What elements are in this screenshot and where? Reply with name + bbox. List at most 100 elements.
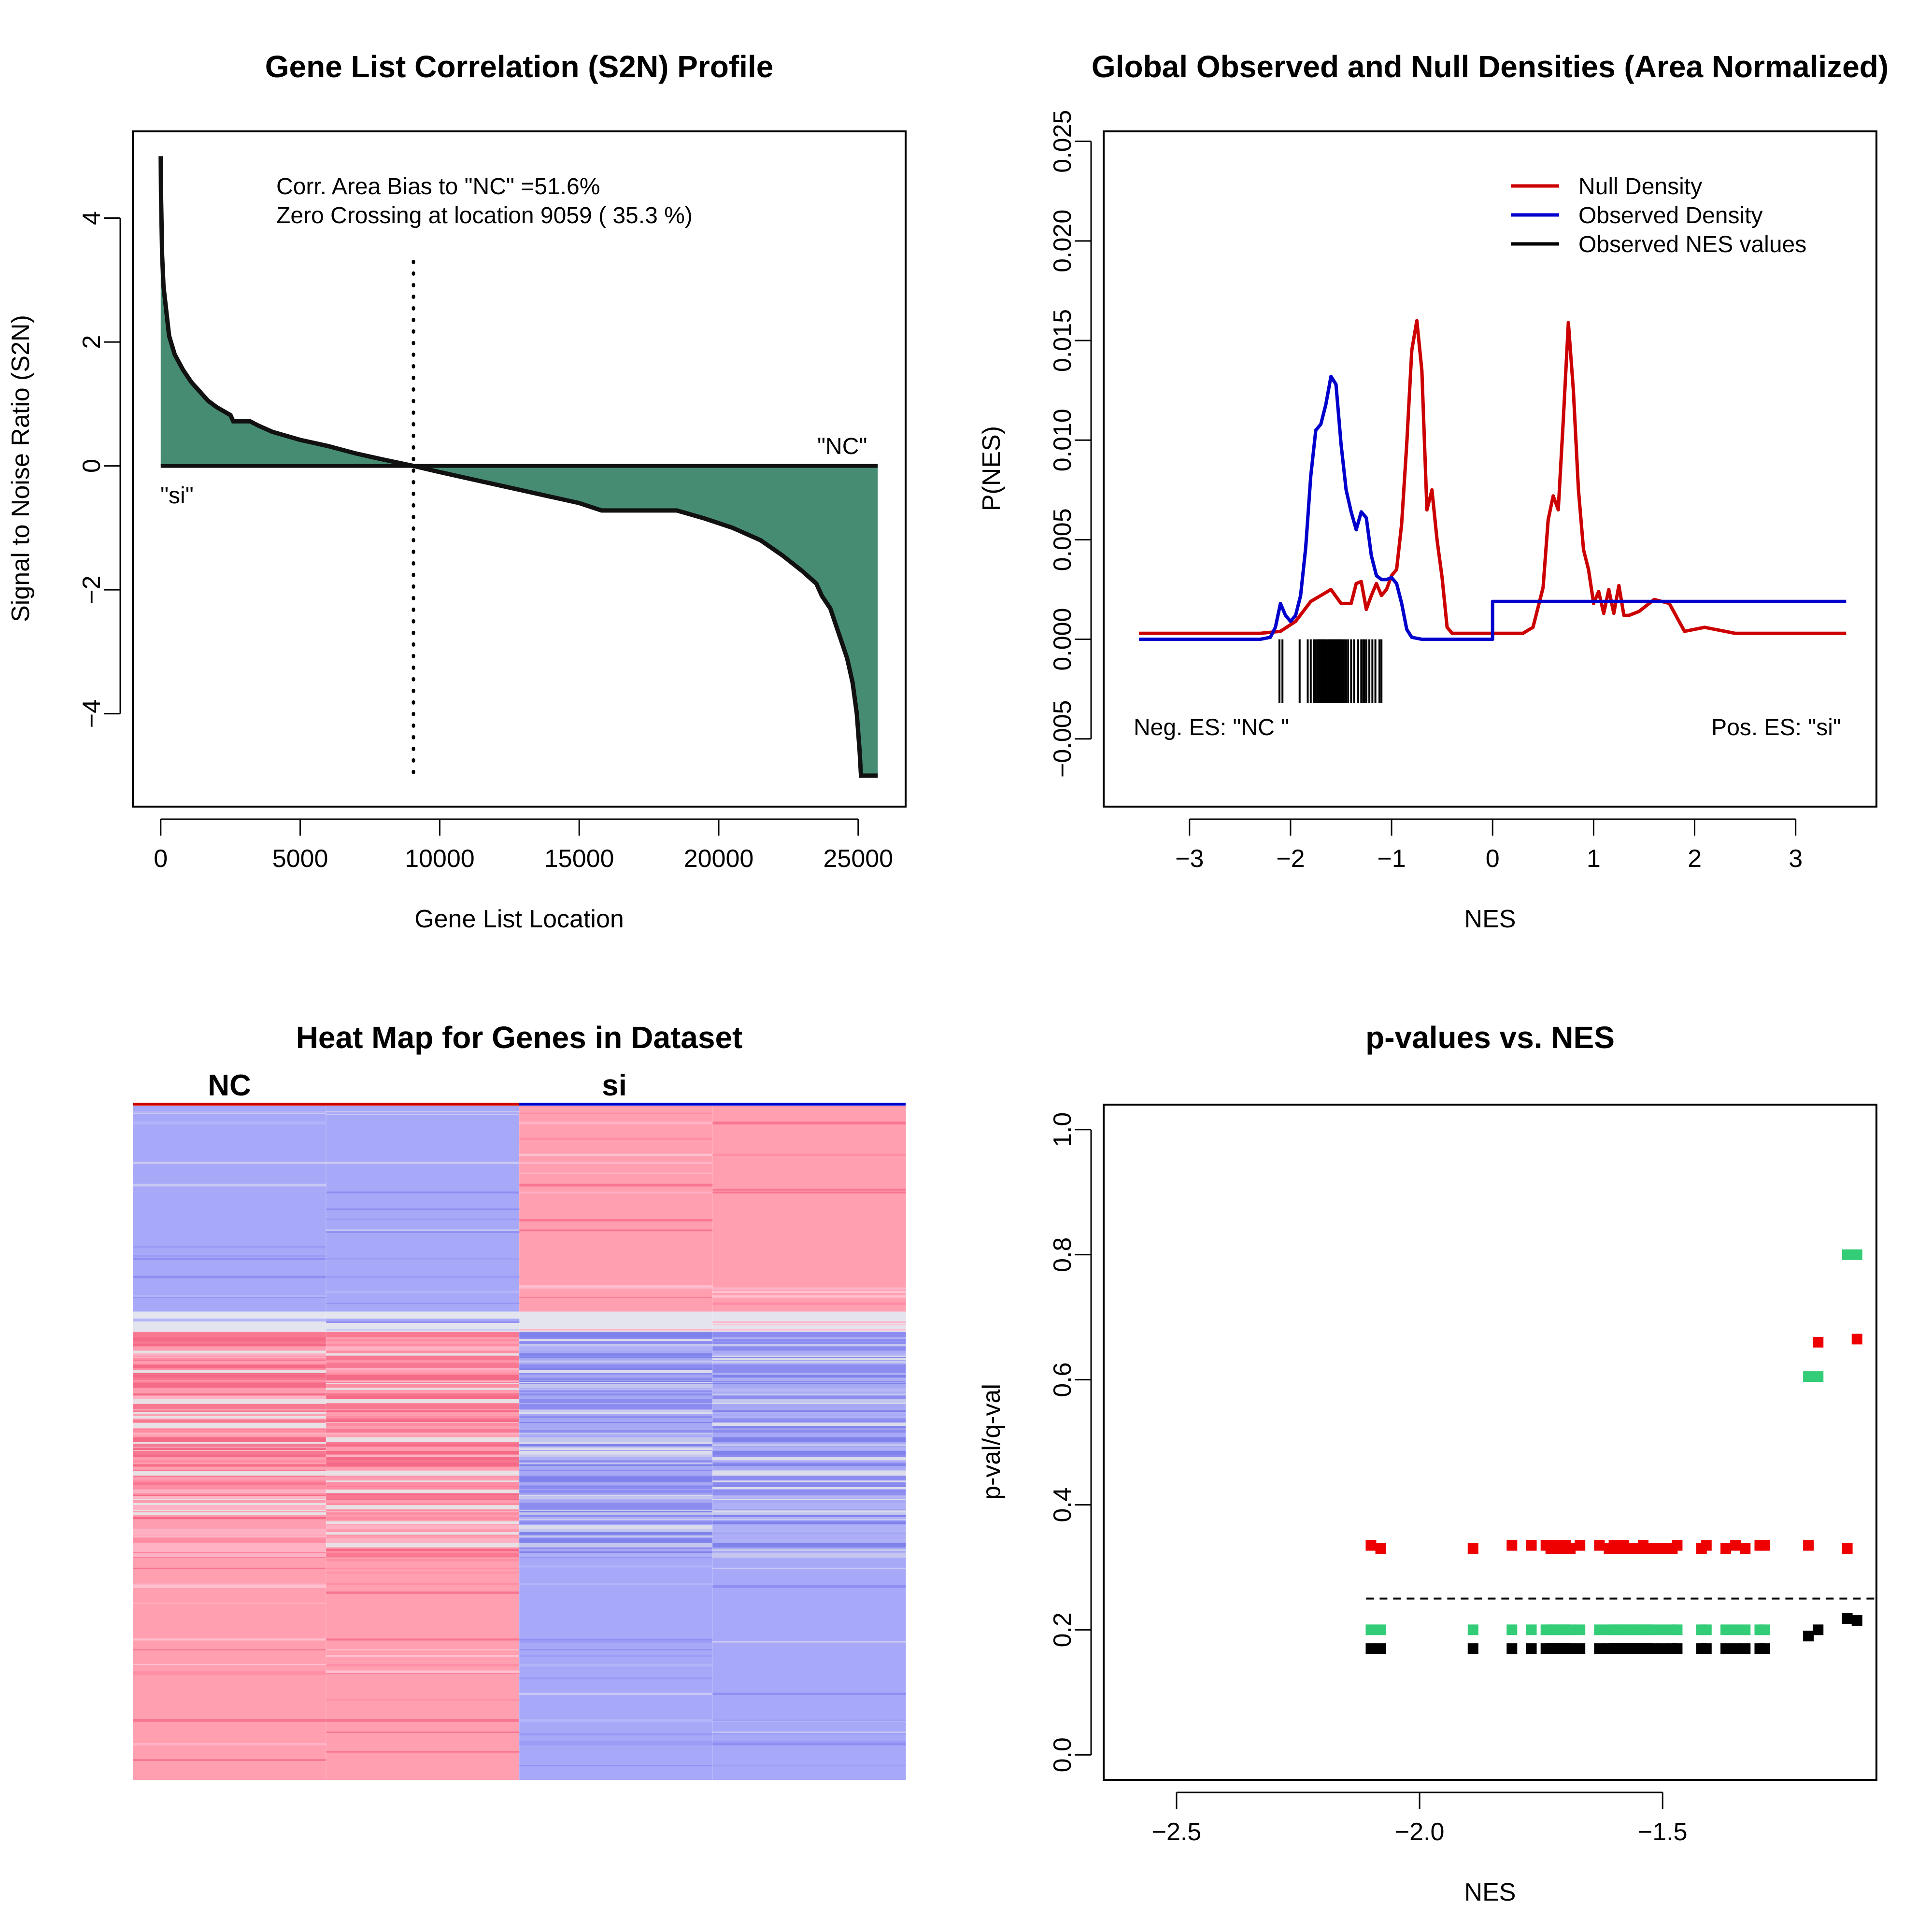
pval-point-black xyxy=(1842,1613,1853,1624)
heatmap-stripe xyxy=(519,1299,713,1302)
heatmap-stripe xyxy=(133,1338,327,1342)
heatmap-stripe xyxy=(133,1493,327,1495)
heatmap-stripe xyxy=(519,1719,713,1722)
heatmap-stripe xyxy=(519,1511,713,1513)
heatmap-stripe xyxy=(712,1496,906,1499)
heatmap-stripe xyxy=(326,1384,520,1388)
s2n-nc-label: "NC" xyxy=(817,434,867,459)
heatmap-stripe xyxy=(519,1462,713,1464)
heatmap-stripe xyxy=(712,1404,906,1409)
pval-y-tick-label: 1.0 xyxy=(1049,1112,1077,1147)
heatmap-stripe xyxy=(326,1338,520,1342)
heatmap-stripe xyxy=(133,1759,327,1761)
pval-point-red xyxy=(1672,1540,1683,1551)
heatmap-stripe xyxy=(326,1419,520,1422)
heatmap-stripe xyxy=(712,1287,906,1290)
heatmap-stripe xyxy=(712,1419,906,1422)
heatmap-stripe xyxy=(326,1469,520,1472)
heatmap-stripe xyxy=(326,1471,520,1476)
s2n-x-tick-label: 0 xyxy=(154,845,168,873)
heatmap-stripe xyxy=(712,1567,906,1569)
heatmap-stripe xyxy=(133,1410,327,1412)
pval-point-black xyxy=(1672,1643,1683,1654)
heatmap-cell xyxy=(133,1311,327,1332)
heatmap-stripe xyxy=(326,1480,520,1486)
heatmap-stripe xyxy=(326,1655,520,1657)
heatmap-stripe xyxy=(712,1370,906,1375)
heatmap-stripe xyxy=(326,1477,520,1481)
heatmap-stripe xyxy=(712,1663,906,1665)
heatmap-stripe xyxy=(712,1532,906,1535)
heatmap-stripe xyxy=(133,1421,327,1424)
density-x-tick-label: 3 xyxy=(1789,845,1803,873)
pval-plot-frame xyxy=(1103,1104,1877,1781)
legend-label-nes: Observed NES values xyxy=(1578,232,1806,257)
heatmap-stripe xyxy=(326,1457,520,1463)
heatmap-stripe xyxy=(519,1500,713,1503)
density-x-tick-label: 2 xyxy=(1688,845,1702,873)
heatmap-stripe xyxy=(133,1162,327,1165)
legend-label-observed: Observed Density xyxy=(1578,203,1763,228)
heatmap-stripe xyxy=(326,1487,520,1490)
pval-point-green xyxy=(1575,1624,1586,1635)
heatmap-stripe xyxy=(326,1719,520,1722)
heatmap-stripe xyxy=(712,1321,906,1323)
heatmap-stripe xyxy=(712,1373,906,1375)
heatmap-stripe xyxy=(519,1338,713,1342)
heatmap-stripe xyxy=(519,1429,713,1433)
heatmap-stripe xyxy=(326,1432,520,1435)
heatmap-stripe xyxy=(326,1231,520,1233)
heatmap-stripe xyxy=(133,1447,327,1450)
heatmap-stripe xyxy=(712,1189,906,1191)
density-neg-es-label: Neg. ES: "NC " xyxy=(1134,715,1289,740)
pval-point-green xyxy=(1526,1624,1537,1635)
heatmap-stripe xyxy=(133,1192,327,1195)
heatmap-stripe xyxy=(133,1444,327,1447)
heatmap-cell xyxy=(519,1106,713,1312)
density-y-axis: −0.005 0.000 0.005 0.010 0.015 0.020 0.025 xyxy=(1049,110,1092,778)
heatmap-stripe xyxy=(519,1484,713,1487)
heatmap-stripe xyxy=(519,1740,713,1743)
pval-point-black xyxy=(1648,1643,1659,1654)
heatmap-stripe xyxy=(712,1480,906,1486)
s2n-x-tick-label: 15000 xyxy=(544,845,614,873)
pval-point-green xyxy=(1842,1249,1853,1260)
heatmap-stripe xyxy=(326,1218,520,1221)
pval-point-black xyxy=(1803,1631,1814,1642)
heatmap-stripe xyxy=(519,1705,713,1707)
heatmap-stripe xyxy=(326,1484,520,1487)
heatmap-stripe xyxy=(519,1384,713,1388)
heatmap-stripe xyxy=(133,1460,327,1463)
heatmap-stripe xyxy=(712,1453,906,1457)
heatmap-stripe xyxy=(519,1437,713,1442)
density-y-tick-label: 0.010 xyxy=(1049,409,1077,471)
heatmap-stripe xyxy=(326,1751,520,1753)
heatmap-stripe xyxy=(326,1162,520,1165)
heatmap-stripe xyxy=(326,1731,520,1733)
heatmap-stripe xyxy=(519,1538,713,1543)
heatmap-stripe xyxy=(712,1450,906,1455)
heatmap-stripe xyxy=(133,1705,327,1707)
heatmap-stripe xyxy=(326,1542,520,1548)
pval-point-green xyxy=(1803,1371,1814,1382)
heatmap-stripe xyxy=(133,1390,327,1392)
heatmap-stripe xyxy=(133,1743,327,1746)
heatmap-stripe xyxy=(133,1477,327,1481)
density-x-axis: −3 −2 −1 0 1 2 3 xyxy=(1175,818,1803,873)
heatmap-stripe xyxy=(326,1462,520,1464)
heatmap-stripe xyxy=(133,1426,327,1428)
pval-point-green xyxy=(1375,1624,1386,1635)
s2n-profile-line xyxy=(158,156,878,778)
pval-point-black xyxy=(1759,1643,1770,1654)
heatmap-stripe xyxy=(712,1393,906,1396)
heatmap-stripe xyxy=(519,1409,713,1415)
heatmap-stripe xyxy=(133,1384,327,1388)
heatmap-stripe xyxy=(712,1386,906,1390)
pval-x-axis: −2.5 −2.0 −1.5 xyxy=(1152,1791,1688,1846)
heatmap-stripe xyxy=(133,1358,327,1361)
heatmap-stripe xyxy=(712,1521,906,1524)
heatmap-stripe xyxy=(519,1641,713,1643)
heatmap-stripe xyxy=(712,1166,906,1170)
heatmap-stripe xyxy=(326,1364,520,1368)
